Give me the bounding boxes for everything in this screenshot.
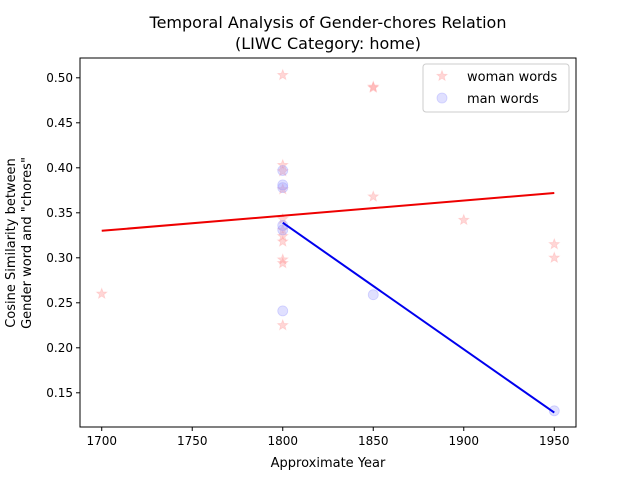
legend-woman-marker	[435, 69, 449, 82]
woman-word-point	[276, 182, 289, 195]
woman-word-point	[276, 235, 289, 247]
y-axis-label-group: Cosine Similarity between Gender word an…	[4, 157, 35, 329]
legend-woman-star	[435, 69, 449, 82]
series-woman-words	[95, 68, 561, 331]
man-word-point	[277, 224, 289, 236]
woman-word-point	[276, 164, 289, 177]
legend-woman-label: woman words	[467, 70, 558, 85]
man-word-point	[277, 179, 289, 191]
y-tick-label: 0.15	[46, 386, 73, 400]
woman-word-point	[276, 68, 289, 81]
man-word-point	[548, 405, 560, 417]
woman-word-point	[276, 229, 289, 242]
series-layer	[95, 68, 561, 417]
legend-man-label: man words	[467, 92, 539, 107]
chart-subtitle: (LIWC Category: home)	[235, 34, 421, 53]
y-tick-label: 0.20	[46, 341, 73, 355]
chart-title: Temporal Analysis of Gender-chores Relat…	[149, 13, 507, 32]
woman-word-point	[367, 81, 380, 93]
series-man-words	[277, 165, 560, 417]
y-tick-label: 0.25	[46, 296, 73, 310]
woman-word-point	[276, 212, 289, 225]
y-axis-ticks: 0.15 0.20 0.25 0.30 0.35 0.40 0.45 0.50	[46, 71, 80, 400]
woman-word-point	[276, 158, 289, 171]
x-tick-label: 1900	[448, 434, 479, 448]
y-tick-label: 0.40	[46, 161, 73, 175]
y-tick-label: 0.45	[46, 116, 73, 130]
legend-man-marker	[436, 92, 448, 104]
woman-word-point	[276, 253, 289, 265]
plot-frame	[79, 57, 577, 428]
woman-word-point	[367, 190, 380, 202]
woman-word-point	[276, 223, 289, 236]
legend-man-circle	[436, 92, 448, 104]
woman-word-point	[276, 256, 289, 269]
man-trend-line	[282, 221, 555, 414]
trend-layer	[101, 192, 555, 414]
woman-word-point	[457, 213, 470, 226]
y-axis-label-line-1: Cosine Similarity between	[4, 158, 19, 328]
woman-word-point	[548, 237, 561, 250]
man-word-point	[277, 165, 289, 176]
woman-word-point	[276, 318, 289, 331]
woman-word-point	[95, 287, 108, 300]
woman-trend-line	[101, 192, 555, 232]
y-axis-label-line-2: Gender word and "chores"	[20, 157, 35, 329]
x-tick-label: 1850	[358, 434, 389, 448]
woman-word-point	[548, 251, 561, 264]
y-tick-label: 0.35	[46, 206, 73, 220]
man-word-point	[277, 182, 289, 194]
x-tick-label: 1750	[177, 434, 208, 448]
x-axis-ticks: 1700 1750 1800 1850 1900 1950	[86, 427, 570, 448]
man-word-point	[277, 305, 289, 317]
legend: woman words man words	[422, 63, 570, 113]
y-tick-label: 0.50	[46, 71, 73, 85]
woman-word-point	[367, 80, 380, 93]
y-tick-label: 0.30	[46, 251, 73, 265]
x-tick-label: 1950	[539, 434, 570, 448]
x-tick-label: 1700	[86, 434, 117, 448]
man-word-point	[367, 289, 379, 301]
x-tick-label: 1800	[267, 434, 298, 448]
legend-frame	[422, 63, 570, 113]
x-axis-label: Approximate Year	[271, 456, 386, 471]
